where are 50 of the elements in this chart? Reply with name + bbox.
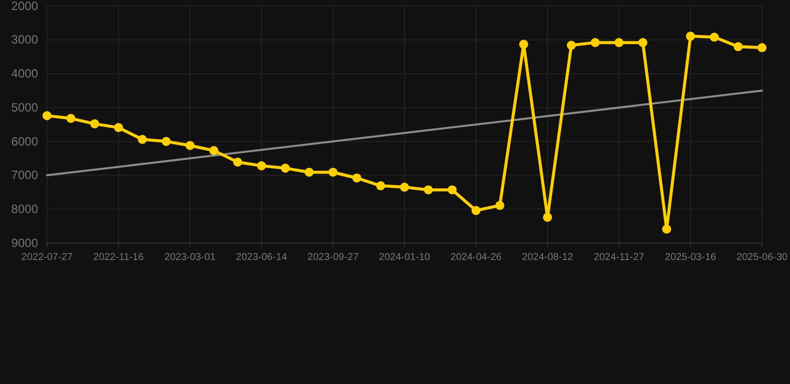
point: [710, 32, 719, 42]
point: [519, 40, 528, 49]
point: [614, 38, 624, 48]
x-tick-label: 2024-01-10: [378, 252, 431, 264]
point: [90, 119, 100, 128]
point: [233, 158, 242, 167]
point: [686, 32, 696, 41]
point: [114, 123, 124, 132]
y-tick-label: 2000: [11, 0, 38, 13]
point: [638, 38, 648, 48]
x-tick-label: 2025-03-16: [664, 252, 717, 264]
point: [590, 38, 600, 48]
point: [471, 206, 481, 215]
point: [66, 114, 76, 123]
point: [448, 185, 457, 194]
point: [42, 111, 52, 120]
y-tick-label: 9000: [11, 236, 38, 250]
point: [566, 40, 576, 50]
x-tick-label: 2022-07-27: [21, 252, 74, 264]
x-tick-label: 2024-11-27: [594, 252, 645, 264]
point: [185, 140, 195, 150]
point: [495, 200, 504, 210]
point: [662, 224, 672, 234]
point: [352, 173, 362, 182]
point: [304, 168, 314, 177]
point: [209, 146, 218, 156]
x-tick-label: 2022-11-16: [93, 252, 144, 264]
point: [542, 212, 552, 222]
point: [400, 182, 410, 192]
x-tick-label: 2023-06-14: [236, 252, 288, 264]
x-tick-label: 2024-08-12: [522, 252, 574, 264]
point: [376, 181, 386, 190]
x-tick-label: 2023-09-27: [307, 252, 360, 264]
y-tick-label: 5000: [11, 100, 38, 114]
x-tick-label: 2024-04-26: [450, 252, 502, 264]
y-tick-label: 7000: [11, 168, 38, 182]
point: [424, 185, 433, 194]
y-tick-label: 8000: [11, 202, 38, 216]
y-tick-label: 3000: [11, 32, 38, 47]
x-tick-label: 2025-06-30: [736, 252, 788, 264]
x-tick-label: 2023-03-01: [164, 252, 216, 264]
point: [138, 134, 147, 144]
point: [256, 161, 266, 170]
point: [280, 164, 290, 173]
point: [757, 43, 767, 52]
point: [328, 168, 338, 177]
point: [734, 42, 743, 52]
y-tick-label: 4000: [11, 66, 38, 81]
point: [162, 136, 171, 146]
y-tick-label: 6000: [11, 134, 38, 148]
